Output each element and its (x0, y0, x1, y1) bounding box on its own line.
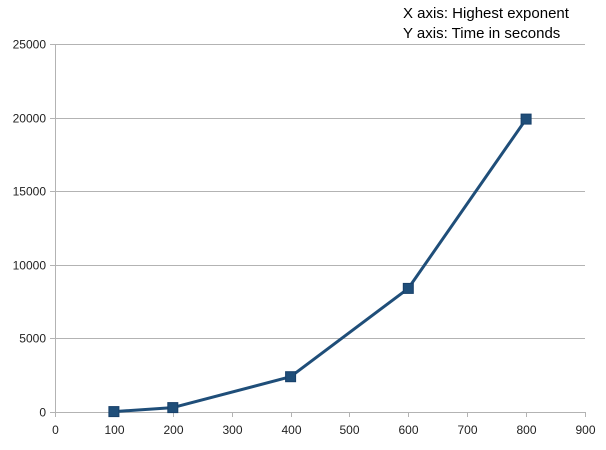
data-point-marker (402, 282, 414, 294)
data-series (108, 113, 532, 418)
data-point-marker (285, 371, 297, 383)
x-tick-label: 300 (222, 423, 242, 437)
x-tick-label: 100 (104, 423, 124, 437)
y-tick-label: 5000 (19, 332, 46, 346)
grid-lines (55, 44, 585, 339)
y-tick-label: 10000 (13, 259, 47, 273)
data-point-marker (520, 113, 532, 125)
data-point-marker (167, 402, 179, 414)
x-tick-label: 600 (398, 423, 418, 437)
y-axis-annotation: Y axis: Time in seconds (403, 25, 561, 42)
x-tick-label: 700 (457, 423, 477, 437)
x-tick-label: 200 (163, 423, 183, 437)
x-tick-label: 400 (281, 423, 301, 437)
data-point-marker (108, 406, 120, 418)
axes (50, 44, 586, 417)
x-tick-label: 900 (575, 423, 595, 437)
tick-labels: 0 5000 10000 15000 20000 25000 0 100 200 300 400 50… (13, 38, 596, 438)
y-tick-label: 25000 (13, 38, 47, 52)
y-tick-label: 20000 (13, 112, 47, 126)
x-tick-label: 0 (52, 423, 59, 437)
y-tick-label: 15000 (13, 185, 47, 199)
x-tick-label: 800 (516, 423, 536, 437)
x-tick-label: 500 (339, 423, 359, 437)
y-tick-label: 0 (39, 406, 46, 420)
x-axis-annotation: X axis: Highest exponent (403, 5, 569, 22)
